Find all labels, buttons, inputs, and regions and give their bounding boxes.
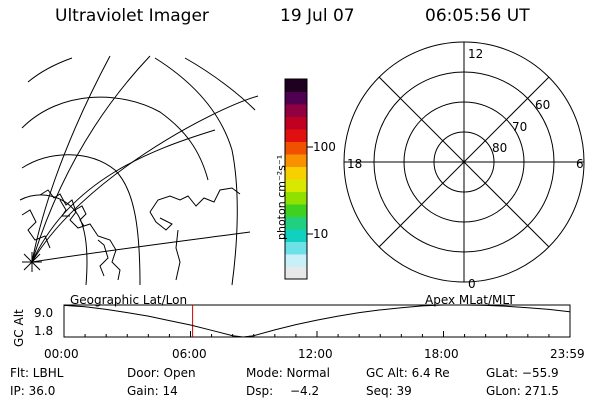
info-ip: IP: 36.0	[10, 384, 56, 398]
polar-plot	[343, 41, 585, 283]
mlt-label-0: 0	[468, 277, 476, 291]
map-grid-line	[31, 55, 151, 263]
timeline-ylabel: GC Alt	[12, 309, 26, 347]
instrument-title: Ultraviolet Imager	[55, 6, 209, 26]
xtick-00: 00:00	[44, 347, 79, 361]
xtick-18: 18:00	[424, 347, 459, 361]
map-grid-line	[21, 96, 209, 181]
map-grid-line	[31, 231, 251, 263]
info-gain: Gain: 14	[127, 384, 178, 398]
colorbar-segment	[285, 141, 307, 155]
mlat-label-80: 80	[492, 141, 508, 155]
map-grid-line	[21, 154, 141, 286]
info-gc-alt: GC Alt: 6.4 Re	[366, 366, 450, 380]
info-dsp-value: −4.2	[290, 384, 320, 398]
timeline-left-label: Geographic Lat/Lon	[70, 293, 188, 307]
map-grid-line	[31, 95, 259, 263]
colorbar-segment	[285, 216, 307, 230]
xtick-12: 12:00	[298, 347, 333, 361]
map-grid-line	[19, 194, 88, 286]
colorbar-segment	[285, 104, 307, 117]
colorbar-segment	[285, 241, 307, 255]
mlt-label-12: 12	[468, 47, 484, 61]
coastlines	[21, 187, 241, 281]
colorbar-segment	[285, 129, 307, 142]
altitude-timeline	[63, 304, 571, 338]
colorbar-segment	[285, 266, 307, 280]
altitude-series-line	[63, 304, 570, 338]
colorbar-segment	[285, 79, 307, 92]
map-grid-line	[27, 57, 73, 83]
colorbar-tick-10: 10	[313, 227, 329, 241]
colorbar-segment	[285, 91, 307, 105]
colorbar-segment	[285, 191, 307, 205]
map-pole-marker	[22, 252, 42, 272]
map-grid-line	[31, 55, 111, 263]
map-grid-line	[184, 57, 256, 111]
map-grid-line	[154, 57, 238, 286]
date-label: 19 Jul 07	[280, 6, 355, 26]
colorbar-segment	[285, 154, 307, 167]
info-filter: Flt: LBHL	[10, 366, 64, 380]
colorbar-tick-100: 100	[313, 140, 336, 154]
info-glat: GLat: −55.9	[486, 366, 559, 380]
mlat-label-70: 70	[512, 120, 528, 134]
mlt-label-18: 18	[347, 157, 363, 171]
colorbar-segment	[285, 116, 307, 130]
colorbar-segment	[285, 254, 307, 267]
colorbar-segment	[285, 229, 307, 242]
timeline-ytick-top: 9.0	[34, 306, 54, 320]
colorbar-segment	[285, 179, 307, 192]
mlat-label-60: 60	[535, 98, 551, 112]
geographic-map	[19, 55, 259, 286]
colorbar-segment	[285, 204, 307, 217]
timeline-ytick-bottom: 1.8	[34, 324, 54, 338]
timeline-right-label: Apex MLat/MLT	[425, 293, 515, 307]
colorbar-label: photon cm⁻²s⁻¹	[275, 154, 288, 240]
xtick-2359: 23:59	[550, 347, 585, 361]
info-mode: Mode: Normal	[246, 366, 330, 380]
info-door: Door: Open	[127, 366, 196, 380]
colorbar-segment	[285, 166, 307, 180]
time-label: 06:05:56 UT	[425, 6, 530, 26]
colorbar	[284, 78, 313, 280]
mlt-label-6: 6	[576, 157, 584, 171]
map-grid-line	[31, 129, 216, 263]
info-glon: GLon: 271.5	[486, 384, 559, 398]
polar-diagonal	[378, 76, 550, 248]
info-dsp-label: Dsp:	[246, 384, 274, 398]
xtick-06: 06:00	[172, 347, 207, 361]
info-seq: Seq: 39	[366, 384, 412, 398]
